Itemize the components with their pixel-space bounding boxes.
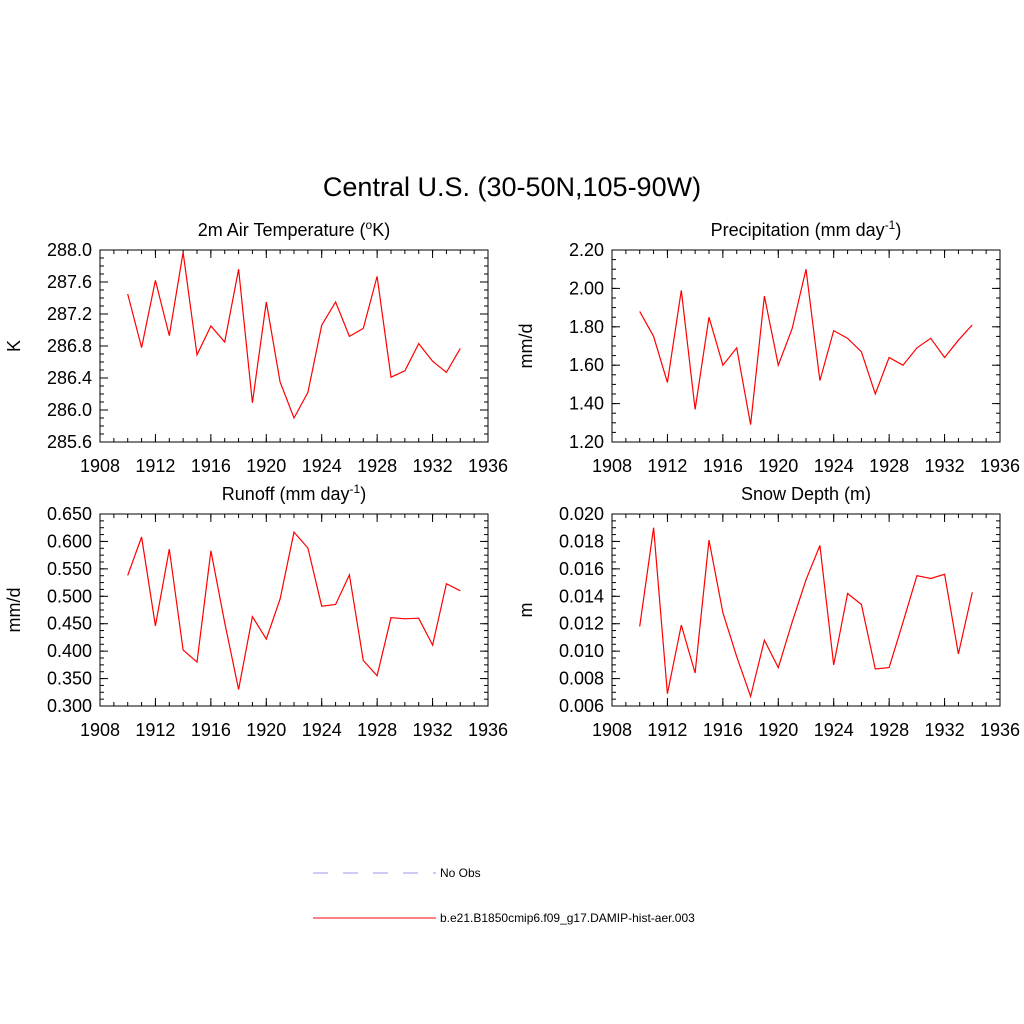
y-tick-label: 0.006 [559, 696, 604, 716]
x-tick-label: 1908 [592, 720, 632, 740]
panel-title: Precipitation (mm day-1) [711, 218, 902, 240]
legend-label-model: b.e21.B1850cmip6.f09_g17.DAMIP-hist-aer.… [440, 911, 695, 925]
x-tick-label: 1916 [703, 720, 743, 740]
x-tick-label: 1936 [980, 720, 1020, 740]
y-tick-label: 0.300 [47, 696, 92, 716]
y-tick-label: 1.60 [569, 355, 604, 375]
x-tick-label: 1920 [758, 456, 798, 476]
x-tick-label: 1936 [468, 720, 508, 740]
panel-title: 2m Air Temperature (oK) [198, 218, 390, 240]
x-tick-label: 1908 [80, 720, 120, 740]
x-tick-label: 1908 [80, 456, 120, 476]
x-tick-label: 1920 [246, 456, 286, 476]
x-tick-label: 1936 [468, 456, 508, 476]
series-line-snow-depth [639, 527, 973, 699]
panel-snow-depth: Snow Depth (m) m 1908 1912 1916 1920 1924 1928 1… [516, 484, 1020, 740]
x-tick-label: 1916 [703, 456, 743, 476]
x-tick-label: 1928 [869, 720, 909, 740]
x-tick-label: 1928 [869, 456, 909, 476]
x-tick-label: 1936 [980, 456, 1020, 476]
y-tick-label: 0.016 [559, 559, 604, 579]
y-axis-label: mm/d [516, 324, 536, 369]
x-tick-label: 1920 [758, 720, 798, 740]
y-tick-label: 0.600 [47, 531, 92, 551]
series-line-runoff [127, 530, 461, 690]
x-tick-label: 1928 [357, 720, 397, 740]
x-tick-label: 1924 [814, 720, 854, 740]
x-tick-label: 1932 [925, 720, 965, 740]
x-tick-label: 1912 [135, 456, 175, 476]
x-tick-label: 1932 [925, 456, 965, 476]
y-axis-label: K [4, 340, 24, 352]
y-axis-label: m [516, 603, 536, 618]
y-tick-label: 1.80 [569, 317, 604, 337]
x-tick-label: 1912 [135, 720, 175, 740]
legend-label-no-obs: No Obs [440, 866, 481, 880]
y-tick-label: 0.500 [47, 586, 92, 606]
series-line-precipitation [639, 269, 973, 425]
x-tick-label: 1932 [413, 456, 453, 476]
y-tick-label: 286.0 [47, 400, 92, 420]
y-tick-label: 287.2 [47, 304, 92, 324]
y-tick-label: 286.4 [47, 368, 92, 388]
y-tick-label: 0.020 [559, 504, 604, 524]
y-tick-label: 0.014 [559, 586, 604, 606]
panel-runoff: Runoff (mm day-1) mm/d 1908 1912 1916 1920 192… [4, 482, 508, 740]
y-axis-label: mm/d [4, 588, 24, 633]
plot-frame [611, 249, 1001, 443]
x-tick-label: 1912 [647, 456, 687, 476]
y-tick-label: 0.650 [47, 504, 92, 524]
x-tick-label: 1912 [647, 720, 687, 740]
y-tick-label: 0.550 [47, 559, 92, 579]
y-tick-label: 0.008 [559, 669, 604, 689]
x-tick-label: 1916 [191, 456, 231, 476]
y-tick-label: 288.0 [47, 240, 92, 260]
x-tick-label: 1924 [302, 720, 342, 740]
x-tick-label: 1924 [814, 456, 854, 476]
y-tick-label: 287.6 [47, 272, 92, 292]
plot-frame [99, 249, 489, 443]
y-tick-label: 285.6 [47, 432, 92, 452]
panel-title: Runoff (mm day-1) [222, 482, 366, 504]
series-line-temperature [127, 252, 461, 420]
y-tick-label: 2.20 [569, 240, 604, 260]
panel-temperature: 2m Air Temperature (oK) K 1908 1912 1916 1920… [4, 218, 508, 476]
y-tick-label: 0.012 [559, 614, 604, 634]
x-tick-label: 1924 [302, 456, 342, 476]
y-tick-label: 0.350 [47, 669, 92, 689]
y-tick-label: 0.010 [559, 641, 604, 661]
y-tick-label: 0.018 [559, 531, 604, 551]
legend: No Obs b.e21.B1850cmip6.f09_g17.DAMIP-hi… [313, 866, 695, 925]
y-tick-label: 1.20 [569, 432, 604, 452]
panels: 2m Air Temperature (oK) K 1908 1912 1916 1920… [4, 218, 1020, 740]
y-tick-label: 286.8 [47, 336, 92, 356]
x-tick-label: 1928 [357, 456, 397, 476]
y-tick-label: 0.400 [47, 641, 92, 661]
main-title: Central U.S. (30-50N,105-90W) [323, 172, 701, 202]
y-tick-label: 2.00 [569, 278, 604, 298]
panel-title: Snow Depth (m) [741, 484, 871, 504]
panel-precipitation: Precipitation (mm day-1) mm/d 1908 1912 1916… [516, 218, 1020, 476]
x-tick-label: 1920 [246, 720, 286, 740]
x-tick-label: 1932 [413, 720, 453, 740]
y-tick-label: 0.450 [47, 614, 92, 634]
y-tick-label: 1.40 [569, 394, 604, 414]
x-tick-label: 1908 [592, 456, 632, 476]
x-tick-label: 1916 [191, 720, 231, 740]
